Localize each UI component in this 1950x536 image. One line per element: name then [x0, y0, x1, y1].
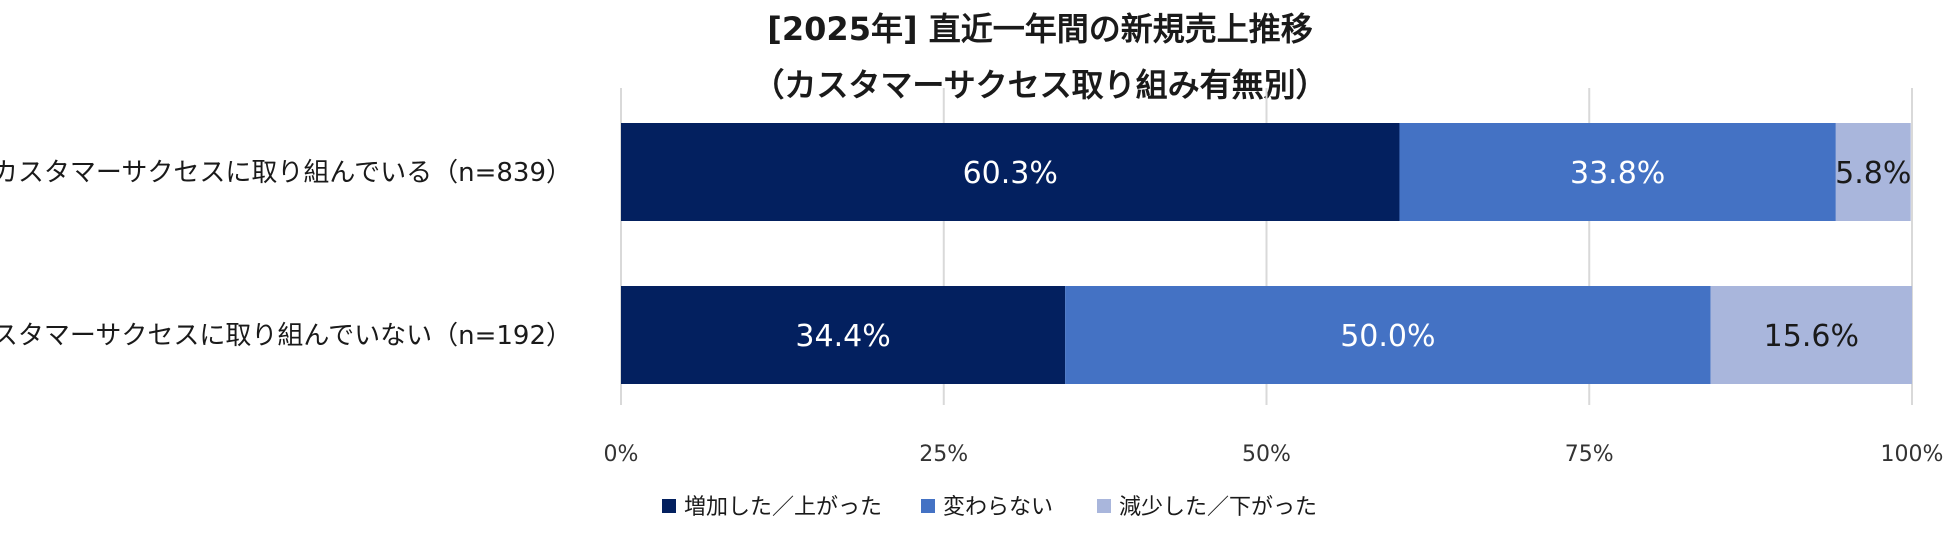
- legend-label: 変わらない: [943, 495, 1053, 520]
- chart-title: [2025年] 直近一年間の新規売上推移: [767, 10, 1312, 48]
- category-label: カスタマーサクセスに取り組んでいない（n=192）: [0, 321, 572, 351]
- data-label: 33.8%: [1570, 156, 1665, 191]
- legend-label: 増加した／上がった: [684, 495, 882, 520]
- bar-segment: [1835, 123, 1911, 221]
- data-label: 50.0%: [1340, 319, 1435, 354]
- bar-segment: [1710, 286, 1912, 384]
- chart-subtitle: （カスタマーサクセス取り組み有無別）: [752, 66, 1327, 104]
- bar-segment: [621, 286, 1066, 384]
- legend-swatch: [921, 499, 935, 513]
- bar-segment: [1065, 286, 1711, 384]
- x-tick-label: 75%: [1565, 442, 1614, 467]
- bar-segment: [621, 123, 1400, 221]
- data-label: 60.3%: [963, 156, 1058, 191]
- bar-segment: [1399, 123, 1836, 221]
- x-tick-label: 50%: [1242, 442, 1291, 467]
- x-axis-ticks: 0% 25% 50% 75% 100%: [604, 442, 1944, 467]
- legend-swatch: [1097, 499, 1111, 513]
- category-label: カスタマーサクセスに取り組んでいる（n=839）: [0, 158, 572, 188]
- x-tick-label: 100%: [1881, 442, 1944, 467]
- data-label: 15.6%: [1764, 319, 1859, 354]
- x-tick-label: 25%: [919, 442, 968, 467]
- legend-label: 減少した／下がった: [1119, 495, 1317, 520]
- bars: 60.3% 33.8% 5.8% 34.4% 50.0% 15.6%: [621, 123, 1912, 384]
- data-label: 34.4%: [795, 319, 890, 354]
- legend: 増加した／上がった 変わらない 減少した／下がった: [662, 495, 1317, 520]
- x-tick-label: 0%: [604, 442, 639, 467]
- legend-swatch: [662, 499, 676, 513]
- data-label: 5.8%: [1835, 156, 1911, 191]
- category-labels: カスタマーサクセスに取り組んでいる（n=839） カスタマーサクセスに取り組んでい…: [0, 158, 572, 351]
